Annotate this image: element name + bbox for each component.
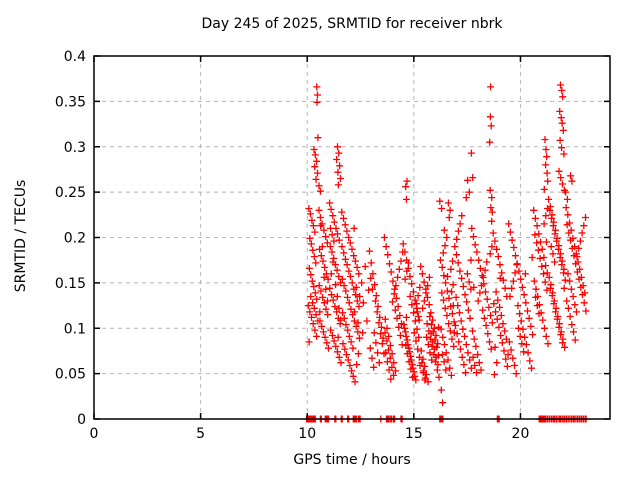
y-tick-label: 0.35: [55, 94, 86, 110]
y-tick-label: 0.15: [55, 276, 86, 292]
x-axis-label: GPS time / hours: [293, 452, 411, 468]
x-tick-label: 0: [90, 426, 99, 442]
y-tick-label: 0.4: [64, 49, 86, 65]
y-tick-label: 0.25: [55, 185, 86, 201]
y-tick-label: 0.05: [55, 367, 86, 383]
x-tick-label: 15: [405, 426, 423, 442]
x-tick-label: 10: [298, 426, 316, 442]
y-tick-label: 0.3: [64, 140, 86, 156]
y-tick-label: 0.2: [64, 231, 86, 247]
scatter-points: [303, 81, 590, 423]
y-tick-label: 0.1: [64, 321, 86, 337]
x-tick-label: 5: [196, 426, 205, 442]
chart-title: Day 245 of 2025, SRMTID for receiver nbr…: [201, 16, 503, 32]
y-tick-label: 0: [77, 412, 86, 428]
x-tick-label: 20: [512, 426, 530, 442]
